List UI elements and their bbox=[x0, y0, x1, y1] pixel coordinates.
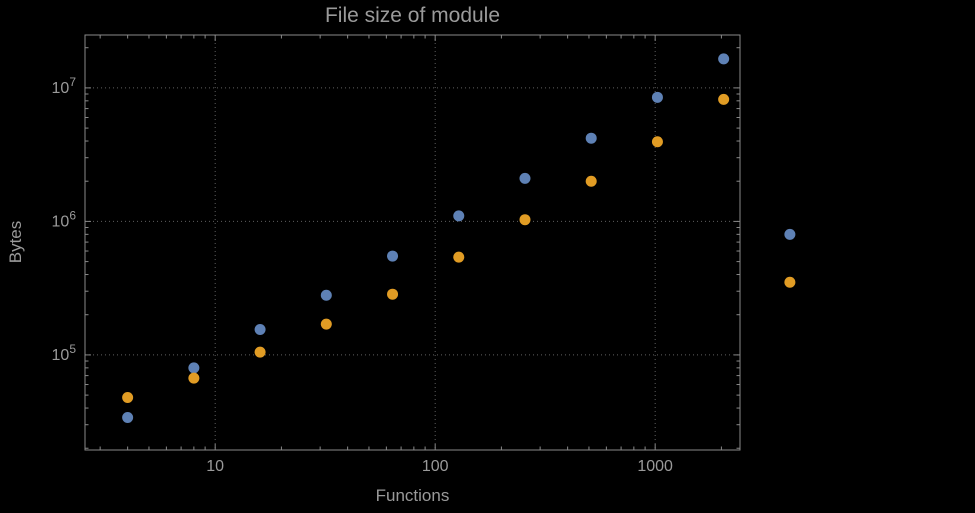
data-point-orange bbox=[718, 93, 730, 105]
data-point-blue bbox=[519, 172, 531, 184]
data-point-blue bbox=[585, 132, 597, 144]
data-point-blue bbox=[651, 91, 663, 103]
data-point-blue bbox=[784, 228, 796, 240]
data-point-blue bbox=[387, 250, 399, 262]
data-point-blue bbox=[718, 53, 730, 65]
data-point-blue bbox=[188, 362, 200, 374]
data-point-orange bbox=[519, 214, 531, 226]
x-tick-label: 100 bbox=[422, 458, 449, 475]
data-point-orange bbox=[651, 136, 663, 148]
data-point-orange bbox=[453, 251, 465, 263]
data-point-blue bbox=[254, 324, 266, 336]
chart-title: File size of module bbox=[324, 4, 501, 27]
data-point-blue bbox=[122, 411, 134, 423]
y-tick-label: 107 bbox=[52, 75, 77, 97]
data-point-orange bbox=[122, 391, 134, 403]
data-point-orange bbox=[387, 288, 399, 300]
x-tick-label: 10 bbox=[206, 458, 224, 475]
x-axis-label: Functions bbox=[375, 486, 450, 505]
data-point-blue bbox=[320, 289, 332, 301]
data-point-blue bbox=[453, 210, 465, 222]
data-point-orange bbox=[188, 372, 200, 384]
data-point-orange bbox=[585, 175, 597, 187]
x-tick-label: 1000 bbox=[637, 458, 673, 475]
data-point-orange bbox=[320, 318, 332, 330]
y-tick-label: 106 bbox=[52, 208, 77, 230]
plot-frame bbox=[84, 34, 741, 451]
data-point-orange bbox=[254, 346, 266, 358]
data-point-orange bbox=[784, 276, 796, 288]
y-tick-label: 105 bbox=[52, 342, 77, 364]
